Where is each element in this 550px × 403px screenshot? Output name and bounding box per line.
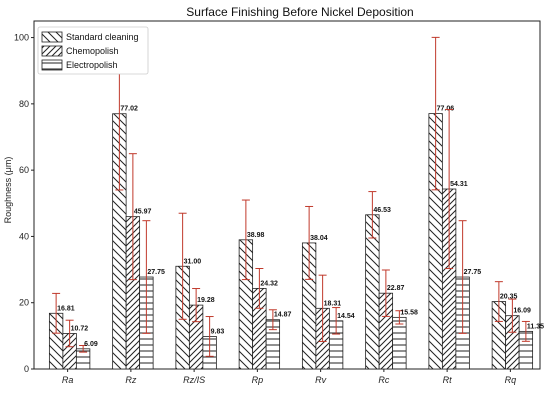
- plot-area: 0 20 40 60 80 100 16.81 10.72 6.09 Ra 77.02 45.97 27…: [14, 20, 544, 385]
- data-label: 11.35: [527, 323, 544, 330]
- plot-frame: [33, 20, 541, 370]
- data-label: 6.09: [84, 341, 98, 348]
- y-tick-label: 20: [19, 298, 29, 308]
- x-tick-label: Rt: [443, 375, 452, 385]
- data-label: 16.81: [57, 305, 75, 312]
- legend: Standard cleaning Chemopolish Electropolis…: [37, 26, 149, 75]
- bar-group-rv: 38.04 18.31 14.54: [301, 205, 355, 370]
- data-label: 38.98: [247, 232, 265, 239]
- y-axis-label: Roughness (μm): [3, 157, 13, 224]
- bar-group-rz: 77.02 45.97 27.75: [112, 37, 165, 370]
- x-tick-label: Rq: [505, 375, 517, 385]
- legend-swatch: [41, 31, 63, 43]
- data-label: 24.32: [260, 280, 278, 287]
- data-label: 45.97: [134, 209, 152, 216]
- legend-swatch: [41, 45, 63, 57]
- x-tick-label: Rz/IS: [183, 375, 205, 385]
- y-tick-label: 0: [24, 364, 29, 374]
- data-label: 22.87: [387, 285, 405, 292]
- x-tick-label: Ra: [62, 375, 74, 385]
- legend-swatch: [41, 59, 63, 71]
- bar-group-rc: 46.53 22.87 15.58: [365, 191, 418, 370]
- data-label: 38.04: [310, 235, 328, 242]
- data-label: 20.35: [500, 294, 518, 301]
- data-label: 18.31: [324, 300, 342, 307]
- data-label: 14.87: [274, 312, 292, 319]
- x-tick-label: Rv: [315, 375, 326, 385]
- bar-group-rp: 38.98 24.32 14.87: [238, 199, 292, 370]
- data-label: 77.02: [120, 106, 138, 113]
- data-label: 14.54: [337, 313, 355, 320]
- y-tick-label: 40: [19, 231, 29, 241]
- data-label: 27.75: [147, 269, 165, 276]
- y-tick-label: 100: [14, 33, 29, 43]
- bar-group-rz-iso: 31.00 19.28 9.83: [175, 212, 225, 370]
- x-tick-label: Rz: [125, 375, 136, 385]
- legend-box: [37, 26, 149, 75]
- y-tick-label: 60: [19, 165, 29, 175]
- x-tick-label: Rp: [252, 375, 264, 385]
- data-label: 54.31: [450, 181, 468, 188]
- y-tick-label: 80: [19, 99, 29, 109]
- chart-title: Surface Finishing Before Nickel Depositi…: [186, 5, 413, 19]
- data-label: 10.72: [71, 325, 89, 332]
- data-label: 19.28: [197, 297, 215, 304]
- legend-label: Electropolish: [66, 60, 118, 70]
- x-tick-label: Rc: [378, 375, 389, 385]
- data-label: 9.83: [211, 328, 225, 335]
- data-label: 31.00: [184, 258, 202, 265]
- bar: [392, 316, 407, 370]
- legend-label: Chemopolish: [66, 46, 119, 56]
- bar-group-rq: 20.35 16.09 11.35: [491, 281, 544, 370]
- data-label: 15.58: [400, 309, 418, 316]
- data-label: 46.53: [373, 207, 391, 214]
- data-label: 16.09: [513, 308, 531, 315]
- data-label: 27.75: [464, 269, 482, 276]
- bar-group-ra: 16.81 10.72 6.09: [48, 292, 98, 370]
- legend-label: Standard cleaning: [66, 32, 139, 42]
